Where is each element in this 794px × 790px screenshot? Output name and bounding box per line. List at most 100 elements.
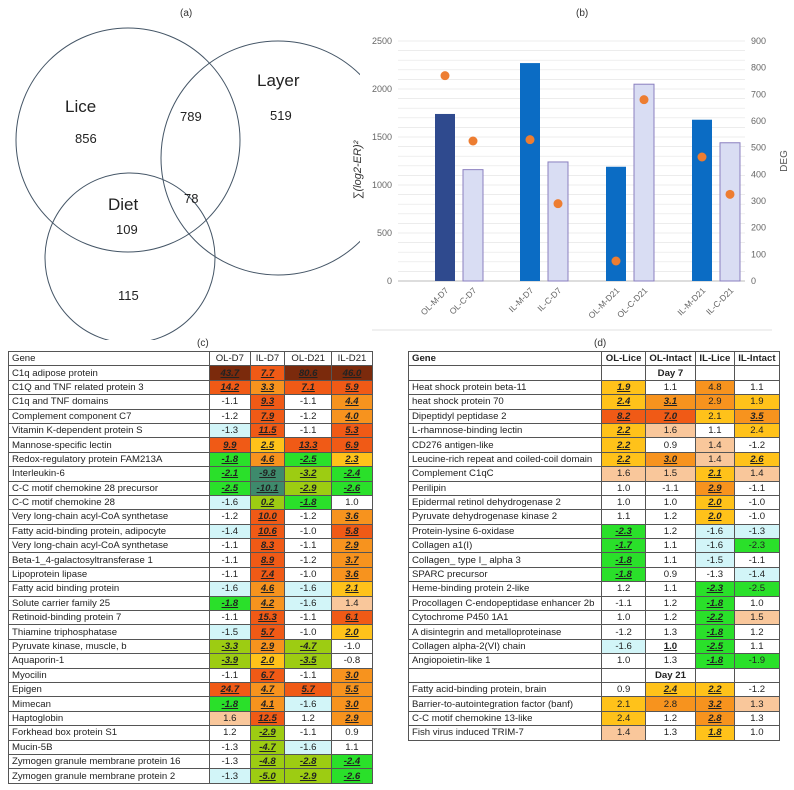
fold-change-cell: -1.2 [284, 509, 332, 525]
fold-change-cell: 1.8 [695, 725, 735, 741]
fold-change-cell: 13.3 [284, 437, 332, 453]
fold-change-cell: 0.2 [249, 494, 286, 511]
fold-change-cell: 2.0 [695, 494, 735, 511]
fold-change-cell: 2.8 [695, 710, 735, 727]
gene-name: Heat shock protein beta-11 [407, 379, 603, 396]
bar [692, 119, 712, 281]
y-tick-label: 1000 [372, 180, 392, 190]
gene-name: Epigen [7, 681, 211, 698]
fold-change-cell: 7.9 [249, 408, 286, 424]
fold-change-cell: -1.2 [733, 437, 781, 453]
header-row: Gene OL-D7 IL-D7 OL-D21 IL-D21 [7, 350, 374, 367]
fold-change-cell: 3.0 [644, 451, 697, 468]
fold-change-cell: -2.9 [249, 725, 286, 741]
fold-change-cell: -1.8 [209, 451, 251, 468]
table-row: Myocilin -1.1 6.7 -1.1 3.0 [7, 667, 374, 683]
bar [520, 63, 540, 281]
gene-name: Epidermal retinol dehydrogenase 2 [407, 494, 603, 511]
fold-change-cell: -2.3 [601, 523, 646, 540]
fold-change-cell: 1.2 [644, 710, 697, 727]
gene-name: Barrier-to-autointegration factor (banf) [407, 696, 603, 712]
gene-name: Fatty acid binding protein [7, 581, 211, 597]
bar [719, 142, 741, 282]
fold-change-cell: -4.8 [249, 753, 286, 770]
fold-change-cell: 2.2 [601, 451, 646, 468]
table-row: C-C motif chemokine 13-like 2.4 1.2 2.8 1.3 [407, 710, 781, 727]
gene-name: Mimecan [7, 696, 211, 712]
fold-change-cell: 1.6 [644, 422, 697, 439]
fold-change-cell: 2.2 [695, 681, 735, 698]
fold-change-cell: 1.3 [733, 710, 781, 727]
fold-change-cell: 9.9 [209, 437, 251, 453]
x-tick-label: OL-C-D21 [615, 285, 650, 320]
gene-name: Mucin-5B [7, 739, 211, 755]
fold-change-cell: -1.3 [209, 768, 251, 784]
fold-change-cell: 1.3 [644, 653, 697, 669]
fold-change-cell: -1.5 [695, 552, 735, 568]
fold-change-cell: 4.2 [249, 595, 286, 612]
fold-change-cell: -1.2 [209, 509, 251, 525]
bar [547, 161, 569, 282]
fold-change-cell: 1.5 [733, 610, 781, 626]
header-row: Gene OL-Lice OL-Intact IL-Lice IL-Intact [407, 350, 781, 367]
fold-change-cell: 11.5 [249, 422, 286, 439]
fold-change-cell: -0.8 [330, 653, 374, 669]
table-row: Mannose-specific lectin 9.9 2.5 13.3 6.9 [7, 437, 374, 453]
y-tick-label: 1500 [372, 132, 392, 142]
fold-change-cell: 3.3 [249, 379, 286, 396]
fold-change-cell: 1.1 [644, 538, 697, 554]
fold-change-cell: -1.6 [284, 595, 332, 612]
fold-change-cell: -1.6 [695, 523, 735, 540]
layer-circle [160, 40, 360, 276]
fold-change-cell: 80.6 [284, 365, 332, 381]
x-tick-label: IL-M-D7 [507, 285, 536, 314]
gene-name: Complement C1qC [407, 466, 603, 482]
fold-change-cell: 2.1 [695, 408, 735, 424]
table-row: C1q and TNF domains -1.1 9.3 -1.1 4.4 [7, 394, 374, 410]
table-row: Redox-regulatory protein FAM213A -1.8 4.6-… [7, 451, 374, 468]
table-row: Very long-chain acyl-CoA synthetase -1.2 1… [7, 509, 374, 525]
gene-name: Zymogen granule membrane protein 16 [7, 753, 211, 770]
fold-change-cell: 3.6 [330, 566, 374, 583]
fold-change-cell: 10.0 [249, 509, 286, 525]
table-row: Perilipin 1.0 -1.1 2.9 -1.1 [407, 480, 781, 496]
fold-change-cell: -1.8 [209, 696, 251, 712]
fold-change-cell: 0.9 [330, 725, 374, 741]
table-row: Aquaporin-1 -3.9 2.0 -3.5 -0.8 [7, 653, 374, 669]
fold-change-cell: 1.0 [330, 494, 374, 511]
y2-axis-title: DEG [779, 150, 790, 172]
table-row: C-C motif chemokine 28 -1.6 0.2 -1.8 1.0 [7, 494, 374, 511]
fold-change-cell: -1.2 [284, 408, 332, 424]
y-tick-label: 2500 [372, 36, 392, 46]
fold-change-cell: -2.3 [733, 538, 781, 554]
y-tick-label: 500 [377, 228, 392, 238]
fold-change-cell: 1.1 [644, 552, 697, 568]
fold-change-cell: 1.1 [330, 739, 374, 755]
fold-change-cell: 4.6 [249, 581, 286, 597]
fold-change-cell: 2.1 [695, 466, 735, 482]
fold-change-cell: 1.3 [733, 696, 781, 712]
fold-change-cell: -1.2 [209, 408, 251, 424]
fold-change-cell: 1.9 [733, 394, 781, 410]
table-c: Gene OL-D7 IL-D7 OL-D21 IL-D21 C1q adipose pr… [7, 350, 374, 784]
deg-point [697, 152, 707, 162]
column-header: IL-D21 [330, 350, 374, 367]
gene-name: Complement component C7 [7, 408, 211, 424]
fold-change-cell: 2.4 [601, 394, 646, 410]
deg-point [553, 199, 563, 209]
fold-change-cell: 8.2 [601, 408, 646, 424]
table-row: Beta-1_4-galactosyltransferase 1 -1.1 8.9-… [7, 552, 374, 568]
gene-name: Collagen a1(I) [407, 538, 603, 554]
fold-change-cell: -1.7 [601, 538, 646, 554]
fold-change-cell: -1.9 [733, 653, 781, 669]
fold-change-cell: 0.9 [644, 566, 697, 583]
fold-change-cell: 1.4 [695, 437, 735, 453]
fold-change-cell: 15.3 [249, 610, 286, 626]
gene-name: Leucine-rich repeat and coiled-coil doma… [407, 451, 603, 468]
fold-change-cell: 2.9 [249, 638, 286, 655]
y2-tick-label: 500 [751, 143, 766, 153]
gene-name: Beta-1_4-galactosyltransferase 1 [7, 552, 211, 568]
gene-name: heat shock protein 70 [407, 394, 603, 410]
y2-tick-label: 900 [751, 36, 766, 46]
table-row: C1Q and TNF related protein 3 14.2 3.3 7.1 5… [7, 379, 374, 396]
